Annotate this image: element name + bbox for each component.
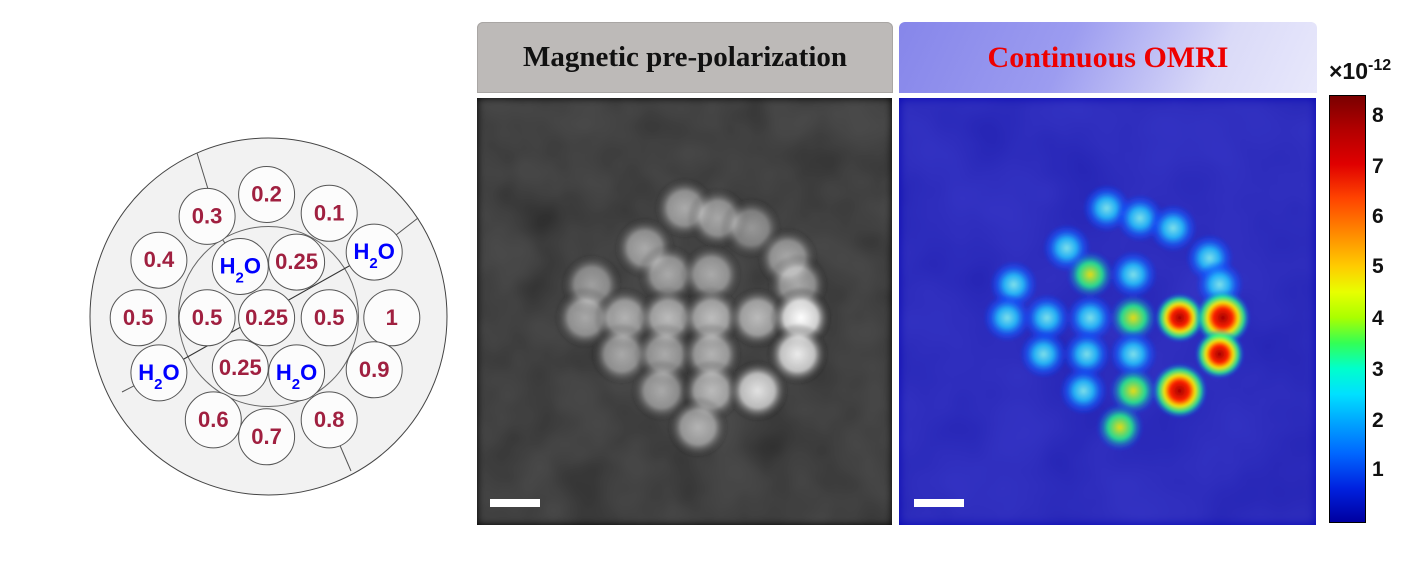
svg-text:0.2: 0.2 <box>251 182 282 207</box>
svg-text:0.6: 0.6 <box>198 407 229 432</box>
svg-text:0.5: 0.5 <box>123 305 154 330</box>
svg-text:0.4: 0.4 <box>144 247 175 272</box>
svg-text:0.1: 0.1 <box>314 200 345 225</box>
svg-text:0.9: 0.9 <box>359 357 390 382</box>
svg-text:0.25: 0.25 <box>245 305 288 330</box>
svg-text:0.25: 0.25 <box>275 249 318 274</box>
svg-text:0.7: 0.7 <box>251 424 282 449</box>
svg-text:0.8: 0.8 <box>314 407 345 432</box>
svg-text:0.25: 0.25 <box>219 355 262 380</box>
svg-text:1: 1 <box>386 305 398 330</box>
svg-text:0.5: 0.5 <box>314 305 345 330</box>
svg-text:0.3: 0.3 <box>192 203 223 228</box>
svg-text:0.5: 0.5 <box>192 305 223 330</box>
